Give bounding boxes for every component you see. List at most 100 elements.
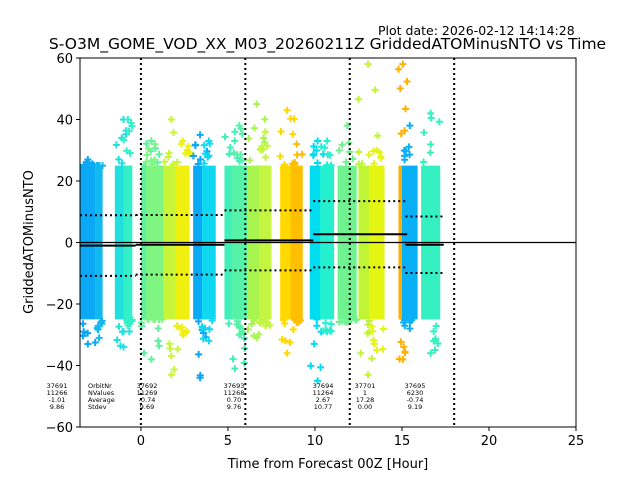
orbit-stat-average: 0.70	[227, 396, 241, 404]
stat-row-label: NValues	[88, 389, 115, 397]
scatter-point	[166, 345, 174, 353]
scatter-point	[112, 141, 120, 149]
orbit-stat-stdev: 9.76	[227, 403, 241, 411]
scatter-point	[400, 343, 408, 351]
scatter-point	[91, 338, 99, 346]
scatter-point	[231, 365, 239, 373]
scatter-point	[283, 349, 291, 357]
scatter-point	[239, 328, 247, 336]
scatter-point	[313, 315, 321, 323]
scatter-point	[322, 319, 330, 327]
scatter-point	[194, 160, 202, 168]
scatter-point	[148, 160, 156, 168]
scatter-point	[314, 137, 322, 145]
scatter-point	[343, 122, 351, 130]
scatter-point	[396, 84, 404, 92]
scatter-point	[432, 335, 440, 343]
scatter-point	[395, 65, 402, 73]
y-tick-label: −40	[46, 360, 73, 375]
scatter-point	[137, 319, 145, 327]
scatter-point	[307, 362, 315, 370]
y-tick-label: 60	[56, 52, 73, 67]
y-tick-label: 40	[56, 114, 73, 129]
scatter-point	[183, 146, 191, 154]
orbit-stat-nvalues: 11264	[313, 389, 334, 397]
scatter-point	[368, 354, 376, 362]
scatter-point	[370, 340, 378, 348]
scatter-point	[426, 149, 434, 157]
scatter-point	[245, 134, 253, 142]
scatter-point	[154, 337, 162, 345]
x-axis-label: Time from Forecast 00Z [Hour]	[227, 457, 429, 472]
scatter-point	[198, 324, 206, 332]
scatter-point	[240, 359, 248, 367]
stat-row-label: Average	[88, 396, 115, 404]
scatter-point	[200, 141, 208, 149]
scatter-point	[125, 328, 133, 336]
scatter-point	[277, 128, 285, 136]
scatter-point	[147, 355, 155, 363]
x-tick-label: 20	[481, 434, 498, 449]
orbit-stat-orbitnr: 37692	[137, 382, 158, 390]
scatter-point	[95, 334, 103, 342]
scatter-point	[345, 139, 353, 147]
scatter-point	[98, 320, 106, 328]
scatter-point	[128, 316, 136, 324]
scatter-point	[201, 150, 209, 158]
orbit-stats: 3769111266-1.019.863769211269-0.749.6937…	[47, 382, 426, 411]
orbit-stat-orbitnr: 37695	[405, 382, 426, 390]
orbit-stat-stdev: 9.86	[50, 403, 64, 411]
scatter-point	[142, 140, 150, 148]
x-tick-label: 0	[137, 434, 145, 449]
scatter-point	[259, 316, 267, 324]
scatter-point	[240, 334, 248, 342]
y-tick-label: 0	[65, 237, 73, 252]
scatter-point	[79, 332, 87, 340]
y-tick-label: 20	[56, 175, 73, 190]
scatter-point	[291, 158, 299, 166]
scatter-point	[142, 158, 150, 166]
chart-title: S-O3M_GOME_VOD_XX_M03_20260211Z GriddedA…	[48, 35, 607, 53]
scatter-point	[323, 328, 331, 336]
orbit-stat-stdev: 9.19	[408, 403, 422, 411]
scatter-point	[280, 161, 288, 169]
scatter-point	[427, 109, 435, 117]
scatter-point	[234, 317, 242, 325]
scatter-point	[406, 325, 414, 333]
scatter-point	[250, 316, 258, 324]
scatter-point	[431, 346, 439, 354]
scatter-point	[179, 137, 187, 145]
orbit-stat-nvalues: 11266	[47, 389, 68, 397]
scatter-point	[170, 366, 178, 374]
orbit-stat-average: -1.01	[49, 396, 66, 404]
scatter-point	[226, 143, 234, 151]
orbit-stat-average: -0.74	[407, 396, 424, 404]
scatter-point	[145, 145, 153, 153]
x-axis-ticks: 0 5 10 15 20 25	[137, 427, 584, 449]
scatter-point	[401, 156, 409, 164]
orbit-stat-nvalues: 11269	[137, 389, 158, 397]
orbit-stat-stdev: 0.00	[358, 403, 372, 411]
scatter-point	[343, 318, 351, 326]
scatter-point	[399, 355, 407, 363]
scatter-point	[261, 128, 269, 136]
scatter-point	[327, 161, 335, 169]
scatter-point	[115, 323, 123, 331]
orbit-stat-nvalues: 6230	[407, 389, 424, 397]
scatter-point	[237, 151, 245, 159]
scatter-point	[230, 149, 238, 157]
scatter-point	[369, 327, 377, 335]
scatter-point	[379, 325, 387, 333]
scatter-point	[161, 158, 169, 166]
scatter-point	[364, 329, 372, 337]
scatter-point	[434, 340, 442, 347]
scatter-point	[338, 141, 346, 149]
orbit-stat-stdev: 9.69	[140, 403, 154, 411]
scatter-point	[196, 374, 204, 382]
y-tick-label: −20	[46, 298, 73, 313]
scatter-point	[260, 134, 268, 142]
scatter-point	[401, 349, 409, 357]
scatter-point	[298, 150, 306, 158]
scatter-point	[335, 318, 343, 326]
scatter-point	[278, 336, 286, 344]
